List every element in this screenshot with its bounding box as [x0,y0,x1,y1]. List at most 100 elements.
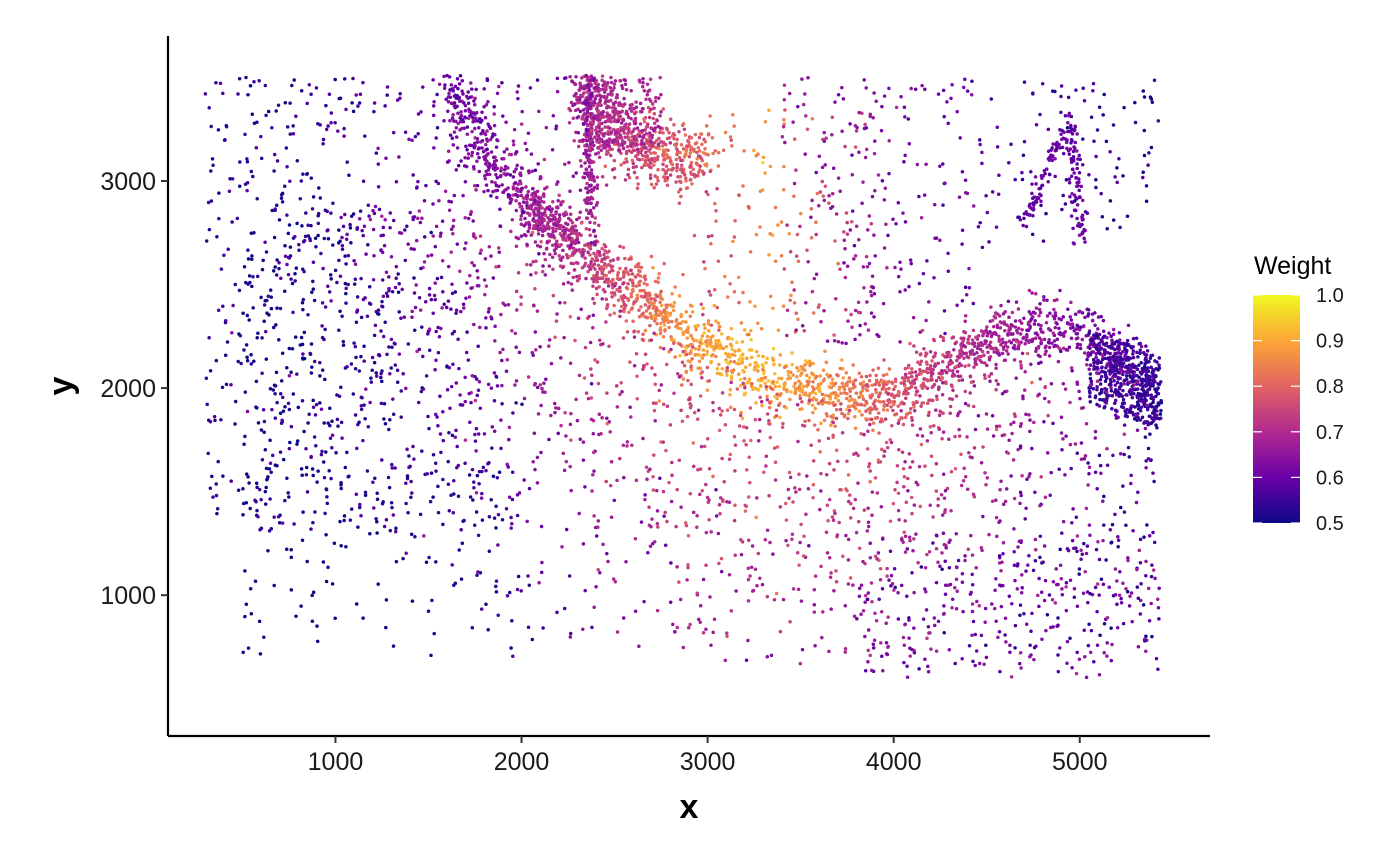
data-point [610,264,615,269]
data-point [401,556,405,561]
data-point [641,77,645,81]
data-point [354,602,359,606]
data-point [627,272,631,277]
data-point [637,78,642,83]
data-point [519,295,523,299]
data-point [791,500,795,504]
data-point [670,460,674,465]
data-point [1105,351,1110,355]
data-point [662,323,667,327]
data-point [590,373,594,377]
data-point [857,546,862,550]
data-point [661,162,665,166]
data-point [459,577,464,581]
data-point [767,494,771,498]
data-point [1080,163,1085,167]
data-point [1078,195,1082,200]
data-point [993,346,998,350]
data-point [912,503,917,507]
data-point [792,384,796,388]
data-point [478,325,482,330]
data-point [809,443,813,447]
data-point [640,129,645,133]
data-point [573,228,577,232]
data-point [427,348,432,352]
data-point [812,610,817,614]
data-point [675,165,679,170]
data-point [446,99,451,104]
data-point [509,515,513,520]
data-point [1069,366,1074,370]
data-point [747,455,751,459]
data-point [646,551,650,555]
data-point [540,228,544,232]
data-point [328,423,332,428]
data-point [582,91,586,95]
data-point [1088,353,1093,357]
data-point [715,367,720,371]
data-point [567,120,572,125]
data-point [1122,510,1127,514]
data-point [1055,322,1059,326]
data-point [245,355,249,359]
data-point [551,267,555,272]
data-point [681,330,685,335]
data-point [1032,322,1037,326]
data-point [263,489,268,494]
data-point [1042,337,1047,342]
data-point [588,78,592,83]
data-point [811,410,815,415]
data-point [982,361,987,365]
data-point [311,590,316,594]
data-point [672,133,677,137]
data-point [1069,336,1074,341]
data-point [1133,364,1137,369]
data-point [1119,383,1123,388]
data-point [591,473,595,477]
data-point [368,217,373,222]
data-point [1071,226,1075,231]
data-point [661,167,665,172]
data-point [1075,345,1079,350]
data-point [631,141,635,145]
data-point [962,351,967,356]
data-point [534,202,539,206]
data-point [811,390,815,394]
data-point [631,165,636,170]
data-point [671,308,676,313]
data-point [1093,394,1098,398]
data-point [1033,336,1038,341]
data-point [750,382,754,386]
data-point [727,336,732,341]
data-point [641,367,645,372]
data-point [511,411,515,415]
data-point [995,534,999,539]
data-point [539,450,543,455]
data-point [472,523,477,527]
data-point [818,450,822,454]
data-point [632,111,637,116]
data-point [991,324,996,329]
data-point [786,543,790,548]
data-point [1084,506,1089,511]
data-point [347,474,351,478]
data-point [478,406,483,410]
data-point [584,119,588,123]
data-point [779,376,784,381]
data-point [699,444,704,449]
data-point [594,286,599,291]
data-point [591,296,595,301]
data-point [1053,174,1057,179]
data-point [754,360,758,365]
data-point [625,330,630,334]
data-point [773,384,778,389]
data-point [679,383,684,387]
data-point [903,460,907,464]
data-point [856,481,860,485]
data-point [886,615,890,619]
data-point [502,156,506,161]
data-point [531,226,536,231]
data-point [862,508,867,512]
data-point [362,344,366,348]
data-point [711,474,715,479]
